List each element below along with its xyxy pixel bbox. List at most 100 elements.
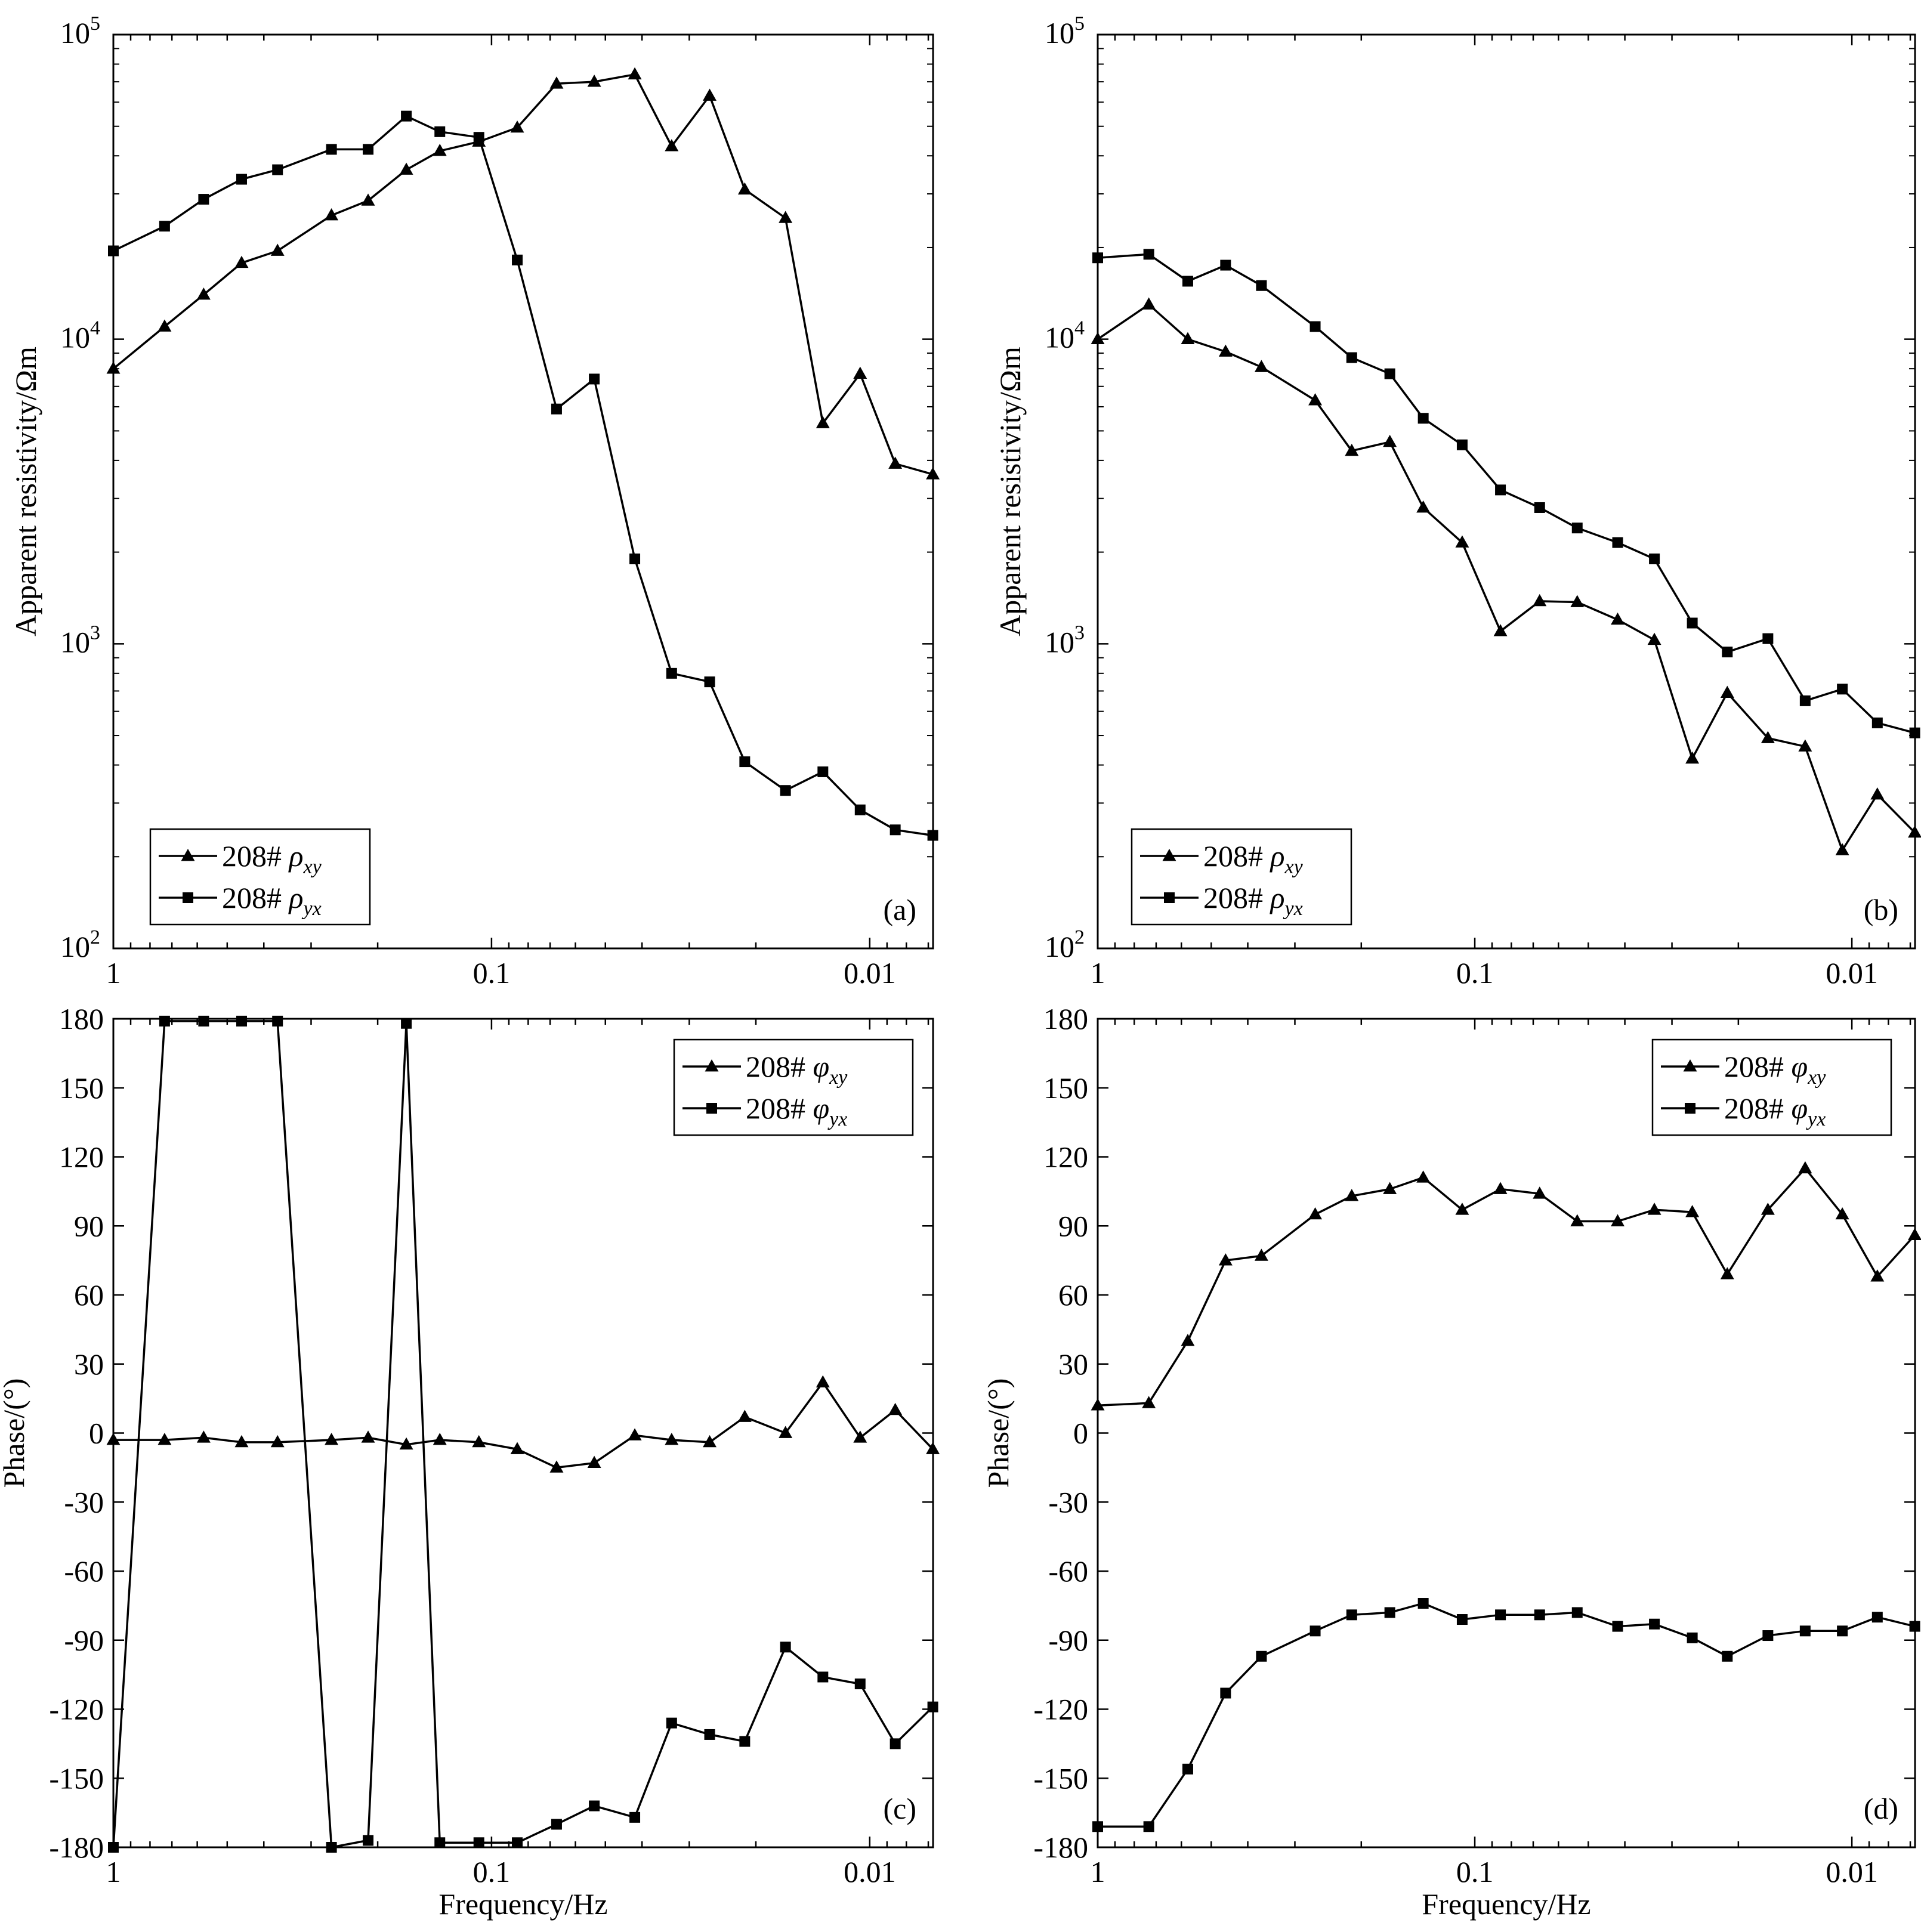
series-a-xy bbox=[106, 67, 940, 480]
data-point-square bbox=[1384, 368, 1395, 379]
data-point-square bbox=[1687, 1632, 1698, 1643]
data-point-square bbox=[1799, 1625, 1811, 1637]
data-point-square bbox=[629, 553, 641, 564]
data-point-square bbox=[1649, 1618, 1660, 1630]
series-c-xy bbox=[106, 1375, 940, 1473]
data-point-triangle bbox=[1308, 1207, 1323, 1220]
legend-label: 208# φxy bbox=[746, 1050, 848, 1089]
data-point-triangle bbox=[1493, 1182, 1508, 1194]
data-point-square bbox=[1722, 647, 1733, 658]
data-point-triangle bbox=[1685, 1205, 1700, 1217]
data-point-square bbox=[854, 1678, 866, 1690]
data-point-triangle bbox=[106, 361, 121, 374]
data-point-square bbox=[854, 804, 866, 815]
data-point-square bbox=[1220, 259, 1231, 271]
legend-marker-square bbox=[706, 1103, 717, 1114]
data-point-square bbox=[159, 221, 170, 232]
data-point-square bbox=[272, 1015, 283, 1027]
legend-box bbox=[1131, 828, 1352, 926]
y-tick-label: -180 bbox=[1033, 1831, 1088, 1864]
y-tick-label: 105 bbox=[1045, 13, 1085, 50]
data-point-square bbox=[1417, 1598, 1429, 1609]
data-point-square bbox=[473, 1837, 484, 1848]
y-tick-label: 90 bbox=[74, 1209, 104, 1242]
data-point-square bbox=[927, 830, 938, 841]
legend-marker-triangle bbox=[705, 1059, 719, 1072]
panel-label-a: (a) bbox=[884, 893, 917, 926]
plot-area-b bbox=[1097, 33, 1916, 950]
x-tick-label: 0.01 bbox=[1826, 956, 1878, 990]
x-tick-label: 0.01 bbox=[844, 956, 896, 990]
data-point-triangle bbox=[1181, 1334, 1195, 1346]
y-axis-ticks-d bbox=[1098, 1018, 1915, 1848]
data-point-triangle bbox=[1870, 787, 1885, 800]
data-point-triangle bbox=[1383, 434, 1397, 447]
data-point-square bbox=[434, 1837, 446, 1848]
y-tick-label: 103 bbox=[1045, 622, 1085, 659]
data-point-triangle bbox=[665, 1433, 679, 1445]
y-tick-label: 104 bbox=[1045, 317, 1085, 354]
data-point-triangle bbox=[510, 120, 524, 133]
data-point-square bbox=[666, 1717, 677, 1729]
panel-label-d: (d) bbox=[1864, 1792, 1898, 1825]
legend-label: 208# ρxy bbox=[222, 839, 322, 878]
data-point-triangle bbox=[1647, 1203, 1661, 1215]
data-point-square bbox=[1799, 695, 1811, 706]
y-tick-label: -150 bbox=[49, 1761, 104, 1795]
panel-b: 1 0.1 0.01 102 103 104 105 Apparent resistivity… bbox=[993, 13, 1921, 990]
legend-marker-triangle bbox=[181, 848, 195, 861]
data-point-square bbox=[1762, 1630, 1774, 1642]
y-tick-label: 103 bbox=[60, 622, 100, 659]
data-point-square bbox=[1534, 502, 1545, 513]
data-point-square bbox=[1143, 1821, 1154, 1832]
data-point-square bbox=[401, 1018, 412, 1029]
y-tick-label: 105 bbox=[60, 13, 100, 50]
data-point-triangle bbox=[737, 1409, 752, 1422]
data-point-triangle bbox=[1720, 685, 1734, 698]
data-point-square bbox=[1909, 727, 1920, 738]
data-point-triangle bbox=[1611, 1214, 1624, 1226]
data-point-triangle bbox=[1254, 360, 1268, 372]
data-point-triangle bbox=[1383, 1182, 1397, 1194]
y-tick-label: 150 bbox=[1043, 1071, 1088, 1105]
series-d-yx bbox=[1092, 1598, 1920, 1832]
y-tick-label: -60 bbox=[64, 1554, 104, 1588]
data-point-triangle bbox=[1345, 443, 1359, 456]
data-point-triangle bbox=[1345, 1189, 1359, 1201]
data-point-square bbox=[1310, 321, 1321, 332]
data-point-square bbox=[1649, 553, 1660, 564]
legend-label: 208# φyx bbox=[1724, 1092, 1826, 1130]
data-point-square bbox=[1092, 1821, 1103, 1832]
data-point-square bbox=[108, 1842, 119, 1853]
data-point-square bbox=[1571, 523, 1583, 534]
data-point-triangle bbox=[472, 1435, 486, 1448]
series-b-yx bbox=[1092, 249, 1920, 738]
data-point-triangle bbox=[1455, 535, 1469, 548]
data-point-triangle bbox=[433, 144, 447, 156]
data-point-square bbox=[326, 144, 337, 155]
y-tick-label: 120 bbox=[59, 1140, 104, 1174]
series-c-yx bbox=[108, 1015, 938, 1853]
data-point-square bbox=[666, 667, 677, 679]
legend-marker-triangle bbox=[1683, 1059, 1697, 1072]
x-tick-label: 1 bbox=[1091, 1855, 1105, 1888]
y-tick-label: 102 bbox=[1045, 926, 1085, 963]
y-tick-label: -150 bbox=[1033, 1761, 1088, 1795]
data-point-square bbox=[1762, 633, 1774, 644]
data-point-square bbox=[1256, 1650, 1267, 1662]
data-point-square bbox=[512, 1837, 523, 1848]
data-point-triangle bbox=[1308, 393, 1323, 406]
panel-label-b: (b) bbox=[1864, 893, 1898, 926]
data-point-triangle bbox=[703, 88, 717, 101]
data-point-square bbox=[1687, 617, 1698, 629]
plot-area-d bbox=[1097, 1018, 1916, 1848]
data-point-triangle bbox=[737, 182, 752, 195]
data-point-triangle bbox=[549, 76, 564, 89]
data-point-square bbox=[1256, 280, 1267, 291]
series-line bbox=[112, 73, 934, 475]
data-point-triangle bbox=[1761, 731, 1775, 743]
data-point-square bbox=[1871, 717, 1883, 728]
data-point-square bbox=[890, 1738, 901, 1749]
